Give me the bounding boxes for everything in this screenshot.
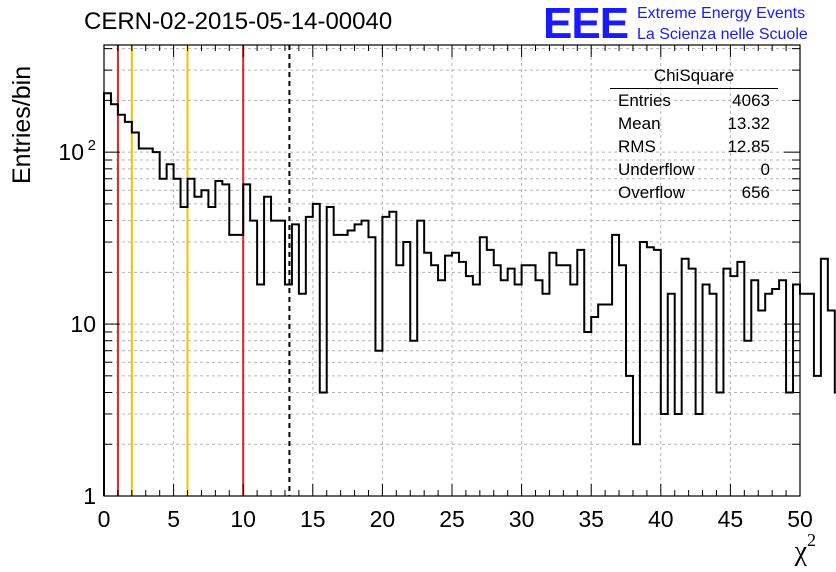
x-axis-label-superscript: 2 (807, 530, 816, 550)
stats-value: 13.32 (727, 114, 770, 133)
y-tick-label: 1 (83, 483, 96, 509)
stats-box: ChiSquare Entries 4063 Mean 13.32 RMS 12… (610, 66, 778, 204)
stats-row-overflow: Overflow 656 (610, 181, 778, 204)
x-tick-label: 40 (648, 506, 674, 532)
stats-row-entries: Entries 4063 (610, 89, 778, 112)
y-tick-superscript: 2 (88, 137, 96, 154)
x-tick-label: 10 (230, 506, 256, 532)
logo-line-2: La Scienza nelle Scuole (637, 26, 808, 43)
y-axis-label: Entries/bin (8, 65, 36, 184)
stats-row-rms: RMS 12.85 (610, 135, 778, 158)
stats-value: 0 (760, 160, 770, 179)
x-tick-label: 35 (578, 506, 604, 532)
x-tick-label: 5 (167, 506, 180, 532)
x-tick-label: 0 (98, 506, 111, 532)
chart-title: CERN-02-2015-05-14-00040 (84, 8, 393, 35)
stats-row-underflow: Underflow 0 (610, 158, 778, 181)
y-tick-label: 10 (58, 139, 84, 165)
stats-value: 656 (741, 183, 770, 202)
x-tick-label: 50 (787, 506, 813, 532)
logo-mark: EEE (543, 0, 629, 48)
x-tick-label: 25 (439, 506, 465, 532)
y-tick-label: 10 (70, 311, 96, 337)
x-tick-label: 15 (300, 506, 326, 532)
x-axis-label-base: χ (794, 536, 807, 567)
logo-line-1: Extreme Energy Events (637, 5, 806, 22)
y-axis-label-wrap: Entries/bin (4, 66, 38, 232)
stats-row-mean: Mean 13.32 (610, 112, 778, 135)
x-axis-label: χ2 (795, 530, 816, 568)
stats-value: 4063 (732, 91, 770, 110)
histogram-outline (103, 92, 836, 496)
stats-label: Entries (618, 91, 671, 110)
x-tick-label: 30 (509, 506, 535, 532)
stats-title: ChiSquare (610, 66, 778, 89)
stats-label: Underflow (618, 160, 695, 179)
stats-label: Overflow (618, 183, 686, 202)
stats-label: RMS (618, 137, 656, 156)
histogram-series (103, 92, 836, 496)
stats-label: Mean (618, 114, 661, 133)
stats-value: 12.85 (727, 137, 770, 156)
axes (103, 44, 801, 497)
x-tick-label: 45 (718, 506, 744, 532)
x-tick-label: 20 (370, 506, 396, 532)
reference-lines (116, 45, 291, 496)
